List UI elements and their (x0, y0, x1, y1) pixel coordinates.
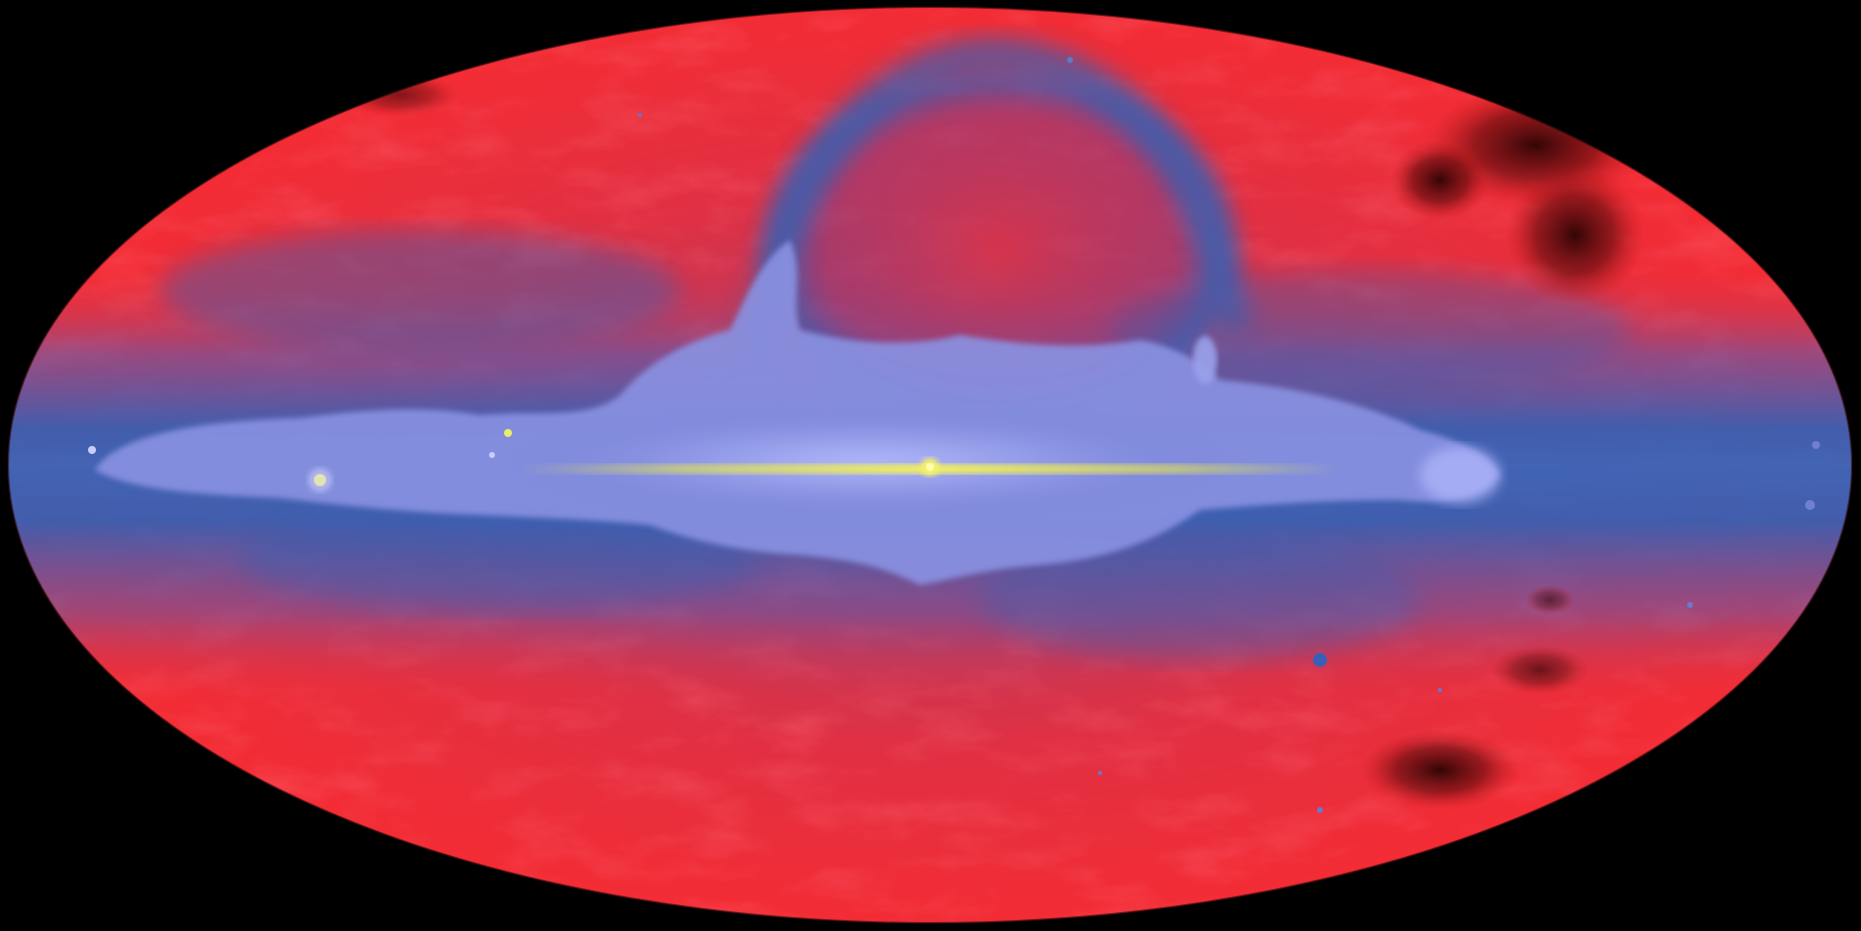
map-boundary (7, 6, 1853, 924)
dark-cloud-regions (340, 73, 1645, 810)
galactic-plane (95, 240, 1500, 585)
bright-point-sources (88, 57, 1820, 813)
